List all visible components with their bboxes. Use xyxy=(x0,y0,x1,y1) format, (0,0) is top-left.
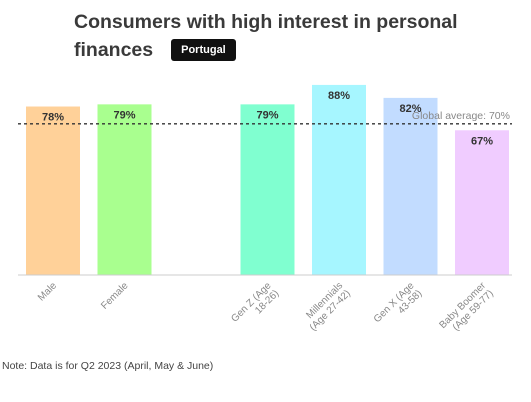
bar-4 xyxy=(312,84,366,275)
data-label-4: 88% xyxy=(328,90,350,102)
data-label-3: 79% xyxy=(256,109,278,121)
chart-title: Consumers with high interest in personal… xyxy=(74,8,514,64)
data-label-6: 67% xyxy=(471,135,493,147)
tick-labels-group: Male Female Gen Z (Age18-26) Millennials(Ag… xyxy=(36,280,496,339)
country-badge: Portugal xyxy=(171,39,236,61)
tick-label-6: Baby Boomer(Age 59-77) xyxy=(437,280,496,339)
tick-label-4: Millennials(Age 27-42) xyxy=(300,280,353,333)
tick-label-5: Gen X (Age43-58) xyxy=(372,280,425,333)
bar-5 xyxy=(383,97,438,275)
tick-label-line: Female xyxy=(99,280,131,312)
data-label-5: 82% xyxy=(399,103,421,115)
footnote: Note: Data is for Q2 2023 (April, May & … xyxy=(2,360,214,372)
data-labels-group: 78% 79% 79% 88% 82% 67% xyxy=(42,90,493,147)
global-average-label: Global average: 70% xyxy=(412,110,510,122)
bar-0 xyxy=(26,106,80,276)
chart-title-text: Consumers with high interest in personal… xyxy=(74,11,458,61)
tick-label-3: Gen Z (Age18-26) xyxy=(229,280,281,332)
data-label-1: 79% xyxy=(113,109,135,121)
bar-1 xyxy=(97,104,152,275)
bar-6 xyxy=(455,130,509,275)
tick-label-1: Female xyxy=(99,280,131,312)
bar-3 xyxy=(240,104,295,275)
data-label-0: 78% xyxy=(42,112,64,124)
bars-group xyxy=(26,84,509,276)
tick-label-line: Male xyxy=(36,280,59,303)
tick-label-0: Male xyxy=(36,280,59,303)
